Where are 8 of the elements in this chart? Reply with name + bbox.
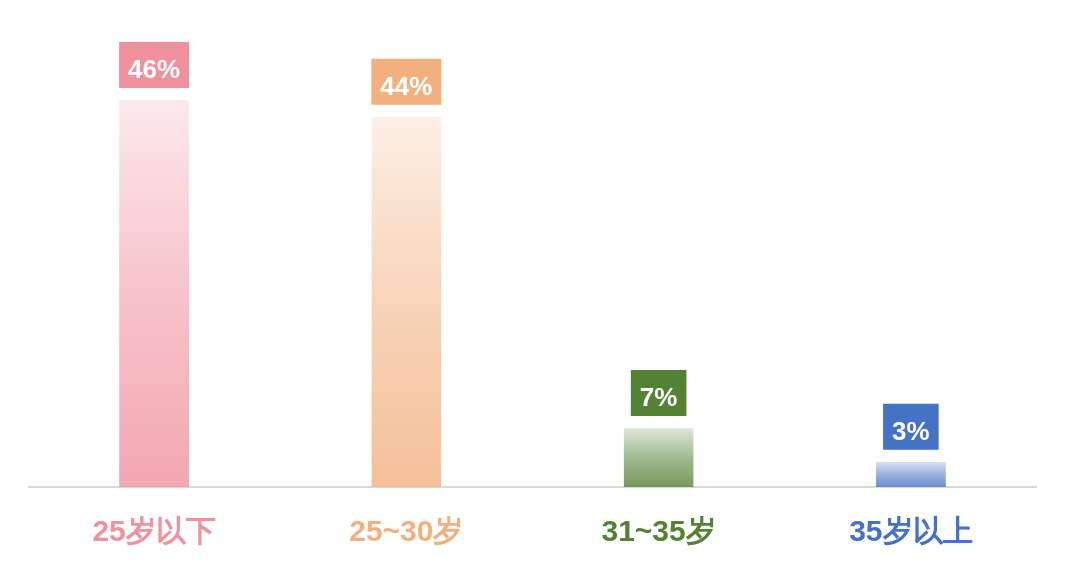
- data-label: 7%: [639, 382, 678, 413]
- data-label: 44%: [380, 70, 433, 101]
- x-tick-label: 25~30岁: [349, 514, 464, 547]
- data-label: 46%: [128, 54, 181, 84]
- x-tick-label: 25岁以下: [92, 514, 216, 547]
- data-label: 3%: [892, 415, 930, 446]
- x-tick-label: 31~35岁: [601, 514, 716, 547]
- x-tick-label: 35岁以上: [849, 514, 973, 547]
